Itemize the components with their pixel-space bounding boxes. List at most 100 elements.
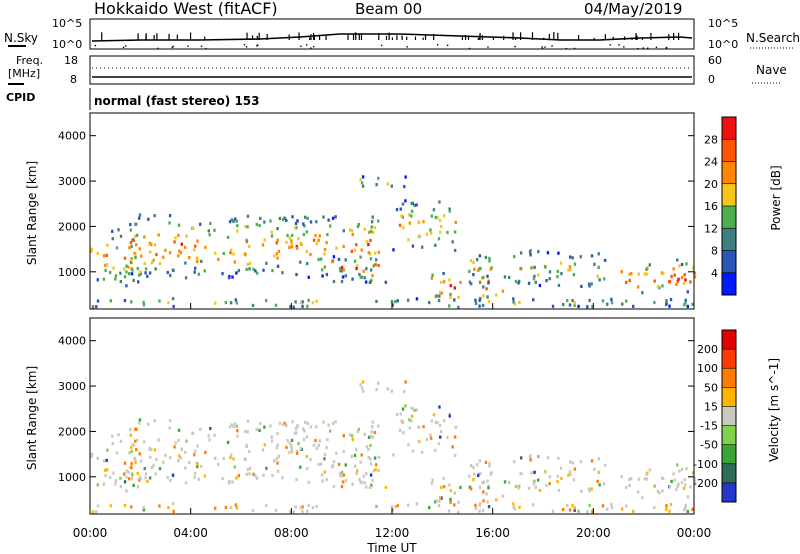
velocity-cell — [469, 464, 473, 468]
power-cell — [139, 270, 142, 274]
power-cell — [204, 245, 207, 249]
x-tick-label: 20:00 — [576, 526, 611, 540]
velocity-cell — [670, 479, 673, 484]
power-cell — [221, 272, 224, 276]
velocity-cell — [417, 439, 420, 443]
power-cell — [146, 274, 149, 278]
power-cell — [598, 278, 601, 282]
power-cell — [685, 262, 688, 266]
power-cell — [235, 271, 238, 275]
velocity-cell — [442, 419, 446, 423]
power-cell — [258, 223, 261, 228]
noise-search-point — [446, 44, 449, 47]
power-cell — [338, 266, 342, 271]
velocity-cell — [439, 496, 442, 500]
power-cell — [307, 275, 310, 279]
power-cell — [285, 240, 288, 244]
power-cell — [119, 234, 123, 238]
power-cell — [361, 184, 365, 188]
radar-title: Hokkaido West (fitACF) — [94, 0, 278, 18]
velocity-cell — [214, 456, 217, 460]
noise-search-point — [487, 46, 489, 48]
velocity-cell — [643, 477, 647, 481]
power-cell — [130, 272, 134, 276]
power-cell — [367, 251, 370, 255]
colorbar-segment — [722, 250, 736, 274]
power-cell — [180, 242, 183, 246]
velocity-cell — [572, 478, 576, 482]
power-cell — [468, 280, 472, 284]
power-cell — [262, 268, 265, 272]
velocity-cell — [367, 435, 371, 439]
power-cell — [668, 304, 671, 308]
power-cell — [353, 248, 357, 253]
velocity-cell — [375, 388, 378, 392]
power-cell — [430, 276, 434, 280]
velocity-cell — [177, 438, 180, 442]
velocity-cell — [487, 484, 490, 488]
velocity-cell — [292, 510, 295, 514]
velocity-cell — [117, 433, 120, 437]
power-cell — [673, 273, 676, 277]
velocity-cell — [392, 453, 395, 457]
power-cell — [255, 271, 259, 275]
power-cell — [519, 266, 522, 271]
power-cell — [296, 246, 299, 250]
power-cell — [306, 304, 309, 308]
power-cell — [370, 278, 373, 282]
velocity-cell — [224, 505, 228, 510]
velocity-cell — [478, 459, 482, 463]
power-cell — [131, 268, 134, 272]
noise-search-point — [655, 46, 658, 49]
noise-search-point — [300, 45, 302, 48]
velocity-cell — [468, 474, 471, 478]
velocity-cell — [96, 456, 99, 461]
power-heatmap — [90, 175, 697, 309]
velocity-cell — [297, 441, 300, 446]
power-cell — [487, 281, 490, 285]
power-cell — [135, 243, 138, 247]
power-cell — [363, 227, 366, 231]
power-cell — [243, 252, 247, 256]
velocity-cell — [410, 414, 414, 418]
power-cell — [251, 303, 255, 308]
power-cell — [230, 248, 233, 252]
power-cell — [134, 234, 137, 238]
power-cell — [245, 267, 248, 272]
power-cell — [276, 264, 280, 268]
velocity-cell — [568, 508, 572, 512]
velocity-cell — [360, 386, 364, 390]
velocity-cell — [245, 443, 248, 447]
power-cell — [153, 243, 157, 247]
power-cell — [125, 284, 128, 288]
velocity-cell — [448, 414, 451, 418]
power-cell — [453, 248, 457, 252]
velocity-cell — [294, 505, 297, 509]
velocity-cell — [404, 380, 407, 384]
velocity-cell — [683, 478, 686, 482]
power-cell — [102, 254, 106, 258]
power-cell — [485, 287, 488, 291]
velocity-cell — [341, 480, 345, 484]
power-cell — [232, 252, 235, 256]
power-cell — [473, 267, 476, 271]
velocity-cell — [373, 430, 376, 435]
velocity-cell — [586, 510, 589, 514]
velocity-cell — [130, 505, 133, 509]
power-cell — [332, 279, 336, 284]
velocity-cell — [684, 483, 687, 487]
power-cell — [245, 238, 248, 242]
power-cell — [668, 280, 672, 284]
velocity-cell — [621, 507, 624, 511]
velocity-cell — [276, 469, 280, 473]
power-cell — [342, 229, 345, 233]
noise-left-tick-high: 10^5 — [52, 17, 82, 30]
velocity-cell — [178, 454, 181, 458]
velocity-cell — [495, 498, 498, 502]
velocity-cell — [478, 485, 482, 489]
velocity-cell — [484, 460, 488, 464]
velocity-cell — [350, 454, 353, 458]
power-cell — [140, 254, 143, 258]
velocity-cell — [150, 447, 153, 452]
power-cell — [285, 218, 288, 223]
